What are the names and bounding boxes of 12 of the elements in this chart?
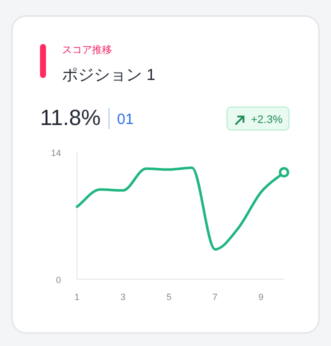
x-tick-label: 7 <box>212 292 218 302</box>
x-tick-label: 5 <box>166 292 172 302</box>
x-tick-label: 1 <box>74 292 80 302</box>
chart-subtitle: スコア推移 <box>62 44 112 56</box>
text: 01 <box>117 111 134 128</box>
y-tick-label: 0 <box>56 274 61 285</box>
text: 11.8% <box>40 105 101 130</box>
chart-title: ポジション 1 <box>62 67 156 84</box>
y-tick-label: 14 <box>50 148 61 158</box>
text: +2.3% <box>251 114 283 126</box>
x-tick-label: 9 <box>258 292 264 302</box>
x-tick-label: 3 <box>120 292 126 302</box>
